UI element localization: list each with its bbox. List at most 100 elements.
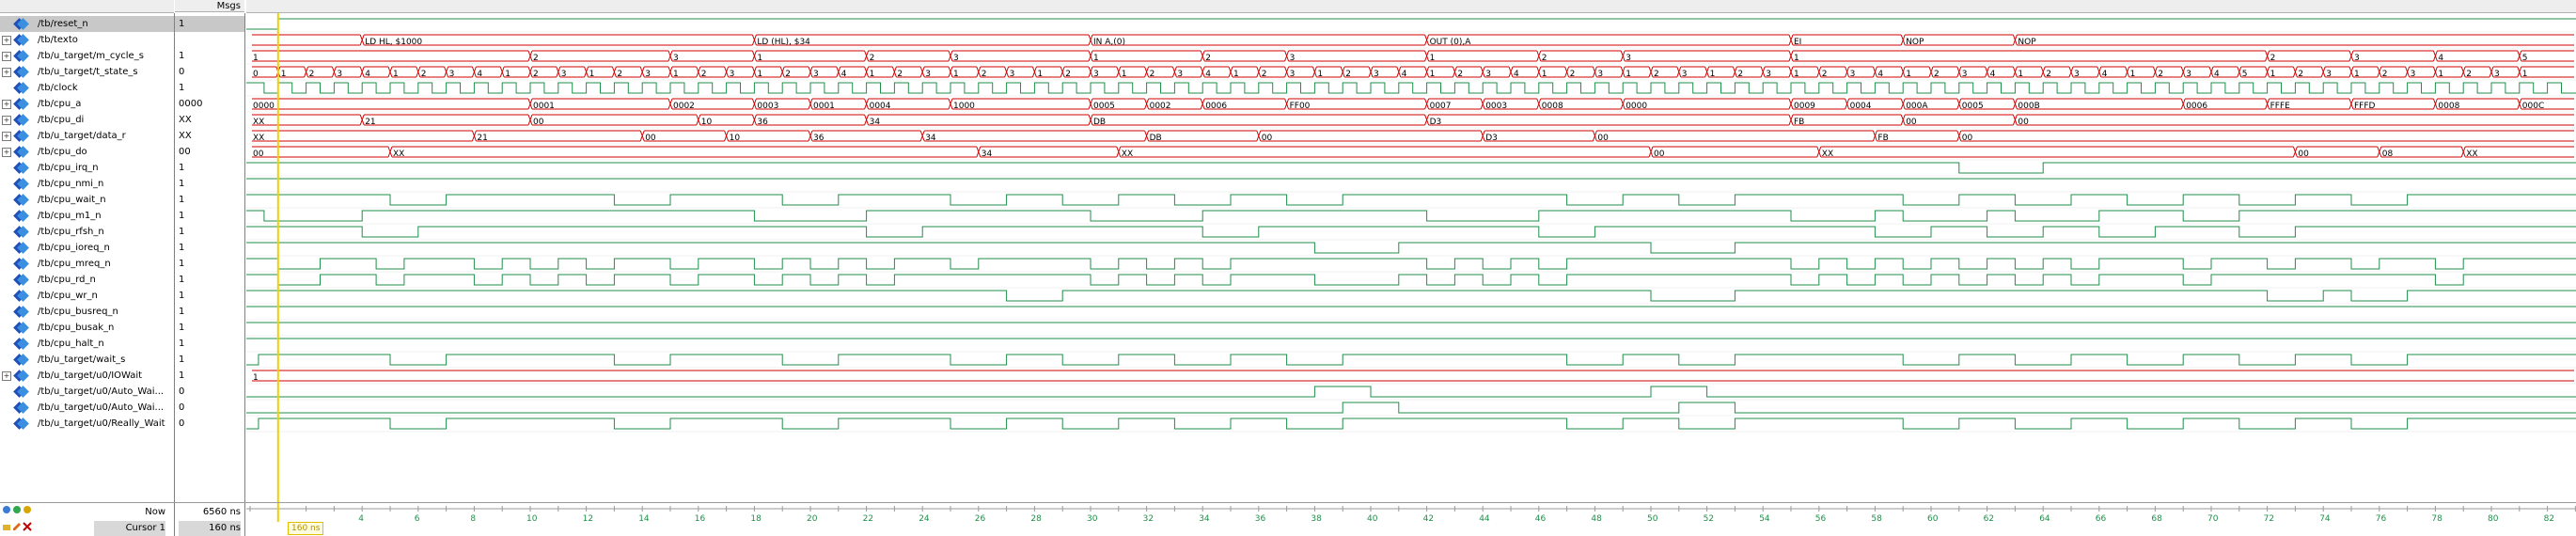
bus-value-label: 00 [1597, 134, 1609, 143]
bus-transition [1452, 66, 1457, 78]
bus-transition [471, 130, 477, 142]
signal-row[interactable]: /tb/clock [0, 80, 174, 96]
mreq-n-waveform [246, 258, 2576, 270]
bus-transition [1620, 66, 1626, 78]
bus-transition [584, 66, 589, 78]
add-icon[interactable] [12, 505, 22, 514]
bus-value-label: 0007 [1430, 102, 1452, 111]
bus-transition [1284, 50, 1290, 62]
bus-value-label: 3 [1374, 70, 1379, 79]
signal-row[interactable]: + /tb/texto [0, 32, 174, 48]
remove-icon[interactable] [23, 505, 32, 514]
cursor-label[interactable]: Cursor 1 [94, 521, 165, 536]
bus-value-label: 4 [1990, 70, 1996, 79]
bus-transition [1620, 50, 1626, 62]
bus-transition [864, 66, 870, 78]
time-axis: 4 6 8 10 12 14 16 18 20 22 24 26 28 30 32 34 36 38 40 42 44 4… [246, 503, 2576, 524]
bus-value-label: 36 [813, 134, 825, 143]
time-tick-label: 56 [1815, 514, 1827, 524]
signal-row[interactable]: /tb/cpu_m1_n [0, 208, 174, 224]
bus-transition [527, 98, 533, 110]
bus-transition [1816, 146, 1822, 158]
bus-value-label: 1 [1233, 70, 1239, 79]
bus-value-label: 1 [1430, 70, 1436, 79]
bus-value-label: 5 [2242, 70, 2248, 79]
bus-transition [499, 66, 505, 78]
signal-name: /tb/cpu_m1_n [38, 211, 102, 221]
signal-row[interactable]: /tb/cpu_busak_n [0, 320, 174, 336]
signal-row[interactable]: + /tb/u_target/u0/IOWait [0, 368, 174, 384]
signal-row[interactable]: /tb/cpu_ioreq_n [0, 240, 174, 256]
bus-transition [864, 114, 870, 126]
signal-row[interactable]: /tb/u_target/wait_s [0, 352, 174, 368]
signal-row[interactable]: /tb/cpu_mreq_n [0, 256, 174, 272]
signal-row[interactable]: /tb/u_target/u0/Really_Wait [0, 416, 174, 432]
bus-value-label: 1 [2354, 70, 2360, 79]
bus-value-label: 4 [1877, 70, 1883, 79]
bus-transition [1592, 66, 1597, 78]
zoom-icon[interactable] [2, 505, 11, 514]
signal-row[interactable]: /tb/cpu_rd_n [0, 272, 174, 288]
time-tick-label: 50 [1647, 514, 1658, 524]
bus-transition [1508, 66, 1514, 78]
expand-icon[interactable]: + [2, 100, 11, 109]
signal-row[interactable]: /tb/cpu_wait_n [0, 192, 174, 208]
bus-value-label: 3 [2186, 70, 2191, 79]
expand-icon[interactable]: + [2, 132, 11, 141]
bus-value-label: 3 [1962, 70, 1968, 79]
signal-row[interactable]: /tb/cpu_nmi_n [0, 176, 174, 192]
time-tick-label: 20 [807, 514, 818, 524]
signal-row[interactable]: + /tb/cpu_di [0, 112, 174, 128]
signal-row[interactable]: + /tb/u_target/data_r [0, 128, 174, 144]
bus-transition [1704, 66, 1710, 78]
bus-transition [1088, 34, 1093, 46]
bus-value-label: NOP [1906, 38, 1924, 47]
signal-row[interactable]: /tb/cpu_halt_n [0, 336, 174, 352]
signal-row[interactable]: + /tb/cpu_a [0, 96, 174, 112]
bus-transition [808, 130, 813, 142]
bus-transition [1648, 146, 1654, 158]
signal-row[interactable]: + /tb/cpu_do [0, 144, 174, 160]
expand-icon[interactable]: + [2, 148, 11, 157]
expand-icon[interactable]: + [2, 68, 11, 77]
expand-icon[interactable]: + [2, 116, 11, 125]
cursor-delete-icon[interactable] [23, 522, 32, 531]
signal-row[interactable]: /tb/cpu_wr_n [0, 288, 174, 304]
bus-transition [1480, 98, 1485, 110]
bus-transition [1872, 66, 1877, 78]
signal-row[interactable]: /tb/u_target/u0/Auto_Wai... [0, 384, 174, 400]
signal-row[interactable]: /tb/cpu_busreq_n [0, 304, 174, 320]
signal-row[interactable]: /tb/cpu_rfsh_n [0, 224, 174, 240]
bus-transition [2040, 66, 2046, 78]
signal-row[interactable]: /tb/reset_n [0, 16, 174, 32]
time-tick-label: 16 [695, 514, 706, 524]
signal-row[interactable]: + /tb/u_target/t_state_s [0, 64, 174, 80]
signal-name: /tb/cpu_nmi_n [38, 179, 104, 189]
lock-icon[interactable] [2, 522, 11, 531]
bus-value-label: 4 [1205, 70, 1211, 79]
waveform-canvas[interactable]: LD HL, $1000 LD (HL), $34 IN A,(0) OUT (0),… [246, 13, 2576, 502]
expand-icon[interactable]: + [2, 36, 11, 45]
bus-value-label: 1 [2522, 70, 2528, 79]
bus-value-label: 0000 [1626, 102, 1647, 111]
bus-transition [751, 50, 757, 62]
bus-value-label: 10 [701, 118, 713, 127]
time-tick-label: 8 [470, 514, 476, 524]
bus-transition [919, 130, 925, 142]
signal-name: /tb/cpu_wait_n [38, 195, 106, 205]
pencil-icon[interactable] [12, 522, 22, 531]
bus-value-label: 3 [1290, 54, 1296, 63]
expand-icon[interactable]: + [2, 52, 11, 61]
bus-value-label: 00 [2018, 118, 2029, 127]
bus-value-label: XX [393, 150, 404, 159]
bus-transition [976, 66, 982, 78]
bus-value-label: 0008 [1542, 102, 1563, 111]
bus-transition [1144, 98, 1150, 110]
signal-name: /tb/u_target/wait_s [38, 355, 126, 365]
bus-value-label: 2 [1542, 54, 1547, 63]
signal-row[interactable]: /tb/cpu_irq_n [0, 160, 174, 176]
signal-row[interactable]: + /tb/u_target/m_cycle_s [0, 48, 174, 64]
bus-transition [1788, 34, 1794, 46]
expand-icon[interactable]: + [2, 371, 11, 381]
signal-row[interactable]: /tb/u_target/u0/Auto_Wai... [0, 400, 174, 416]
